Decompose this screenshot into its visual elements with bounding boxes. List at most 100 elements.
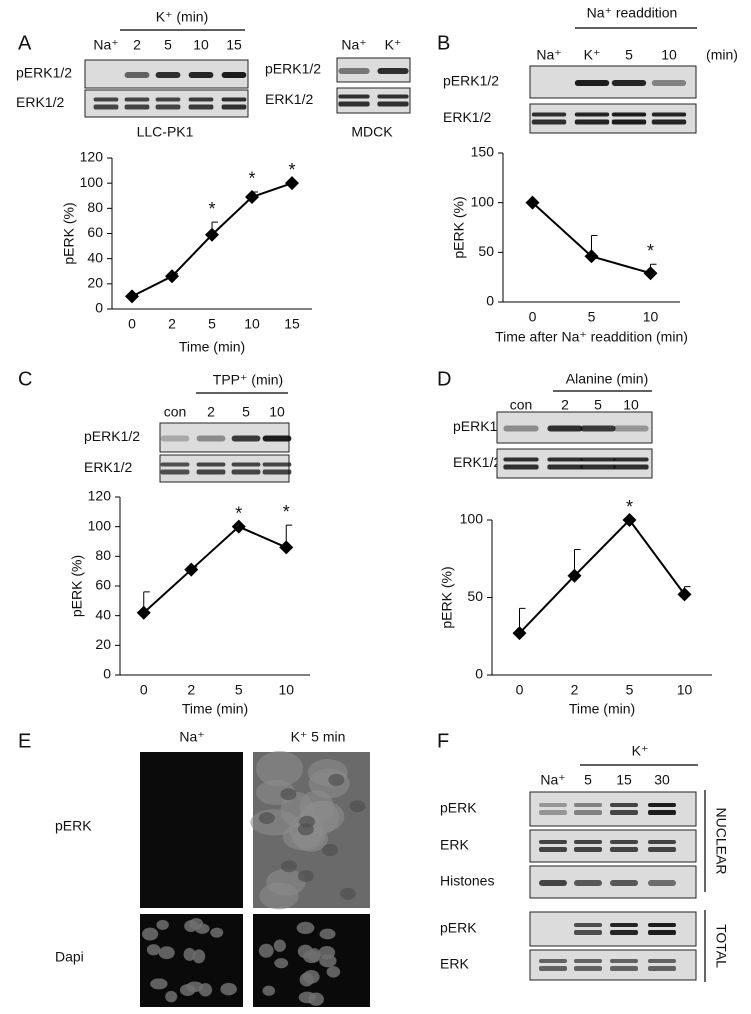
lane-label: 10 [661, 47, 677, 63]
band [651, 112, 687, 117]
group-label: TOTAL [713, 924, 729, 968]
nucleus [303, 950, 321, 964]
band [610, 880, 638, 886]
panel-label: D [437, 368, 451, 390]
band [651, 80, 687, 86]
lane-label: Na⁺ [341, 37, 366, 53]
band [610, 930, 638, 935]
y-tick-label: 40 [87, 249, 103, 265]
lane-label: Na⁺ [540, 772, 565, 788]
x-tick-label: 10 [244, 316, 260, 332]
nucleus [319, 928, 336, 940]
row-label: pERK [440, 920, 477, 936]
band [503, 425, 539, 432]
band [574, 803, 602, 807]
nucleus [318, 945, 336, 960]
column-label: K⁺ 5 min [291, 729, 346, 745]
lane-label: K⁺ [385, 37, 402, 53]
blot-strip [496, 448, 653, 479]
nucleus [302, 969, 320, 984]
band [611, 112, 647, 117]
band [231, 469, 261, 475]
row-label: ERK1/2 [453, 454, 501, 470]
band [547, 464, 583, 470]
band [613, 457, 649, 462]
band [613, 425, 649, 432]
band [93, 97, 119, 102]
lane-label: Na⁺ [536, 47, 561, 63]
data-point [125, 289, 139, 304]
band [574, 847, 602, 852]
band [547, 425, 583, 432]
band [580, 457, 616, 462]
row-label: ERK1/2 [84, 459, 132, 475]
nucleus [210, 927, 224, 938]
y-tick-label: 100 [80, 174, 104, 190]
row-label: pERK1/2 [265, 61, 321, 77]
data-point [622, 513, 637, 527]
band [610, 803, 638, 807]
nucleus [156, 919, 169, 930]
row-label: ERK1/2 [443, 109, 491, 125]
band [262, 469, 292, 475]
x-tick-label: 0 [128, 316, 136, 332]
band [262, 435, 292, 442]
band [648, 847, 676, 852]
y-tick-label: 120 [80, 149, 104, 165]
lane-label: Na⁺ [93, 37, 118, 53]
band [580, 425, 616, 432]
band [338, 68, 370, 74]
nucleus-outline [280, 788, 297, 801]
band [231, 462, 261, 467]
blot-caption: MDCK [351, 124, 393, 140]
micrograph [140, 752, 243, 908]
nucleus [142, 927, 159, 941]
band [188, 97, 214, 102]
data-point [279, 540, 294, 555]
x-tick-label: 5 [588, 309, 596, 325]
band [574, 810, 602, 815]
band [539, 959, 567, 963]
band [377, 101, 409, 107]
y-tick-label: 50 [478, 243, 494, 259]
nucleus [165, 990, 178, 1003]
band [574, 930, 602, 935]
nucleus-outline [328, 773, 345, 786]
x-tick-label: 10 [278, 682, 294, 698]
band [539, 840, 567, 844]
column-label: Na⁺ [179, 729, 204, 745]
band [648, 810, 676, 815]
band [160, 435, 190, 442]
blot-header: Na⁺ readdition [587, 5, 678, 21]
y-tick-label: 0 [486, 293, 494, 309]
blot-header: TPP⁺ (min) [213, 372, 283, 388]
x-axis-title: Time after Na⁺ readdition (min) [495, 329, 688, 345]
data-line [518, 518, 686, 634]
blot-strip [529, 103, 697, 134]
nucleus-outline [299, 815, 316, 828]
band [648, 966, 676, 971]
band [539, 810, 567, 815]
band [547, 457, 583, 462]
x-tick-label: 5 [626, 682, 634, 698]
x-tick-label: 10 [677, 682, 693, 698]
lane-label: 5 [242, 404, 250, 420]
y-tick-label: 0 [103, 666, 111, 682]
band [188, 72, 214, 78]
lane-label: 30 [654, 772, 670, 788]
panel-label: A [18, 32, 32, 54]
lane-label: K⁺ [584, 47, 601, 63]
blot-strip [529, 791, 697, 827]
group-label: NUCLEAR [713, 808, 729, 875]
lane-label: 5 [594, 397, 602, 413]
y-tick-label: 120 [88, 488, 112, 504]
panel-label: B [437, 32, 450, 54]
nucleus-outline [258, 812, 275, 825]
band [93, 104, 119, 110]
band [648, 880, 676, 886]
y-tick-label: 100 [460, 511, 484, 527]
band [610, 847, 638, 852]
band [610, 840, 638, 844]
y-tick-label: 60 [87, 224, 103, 240]
